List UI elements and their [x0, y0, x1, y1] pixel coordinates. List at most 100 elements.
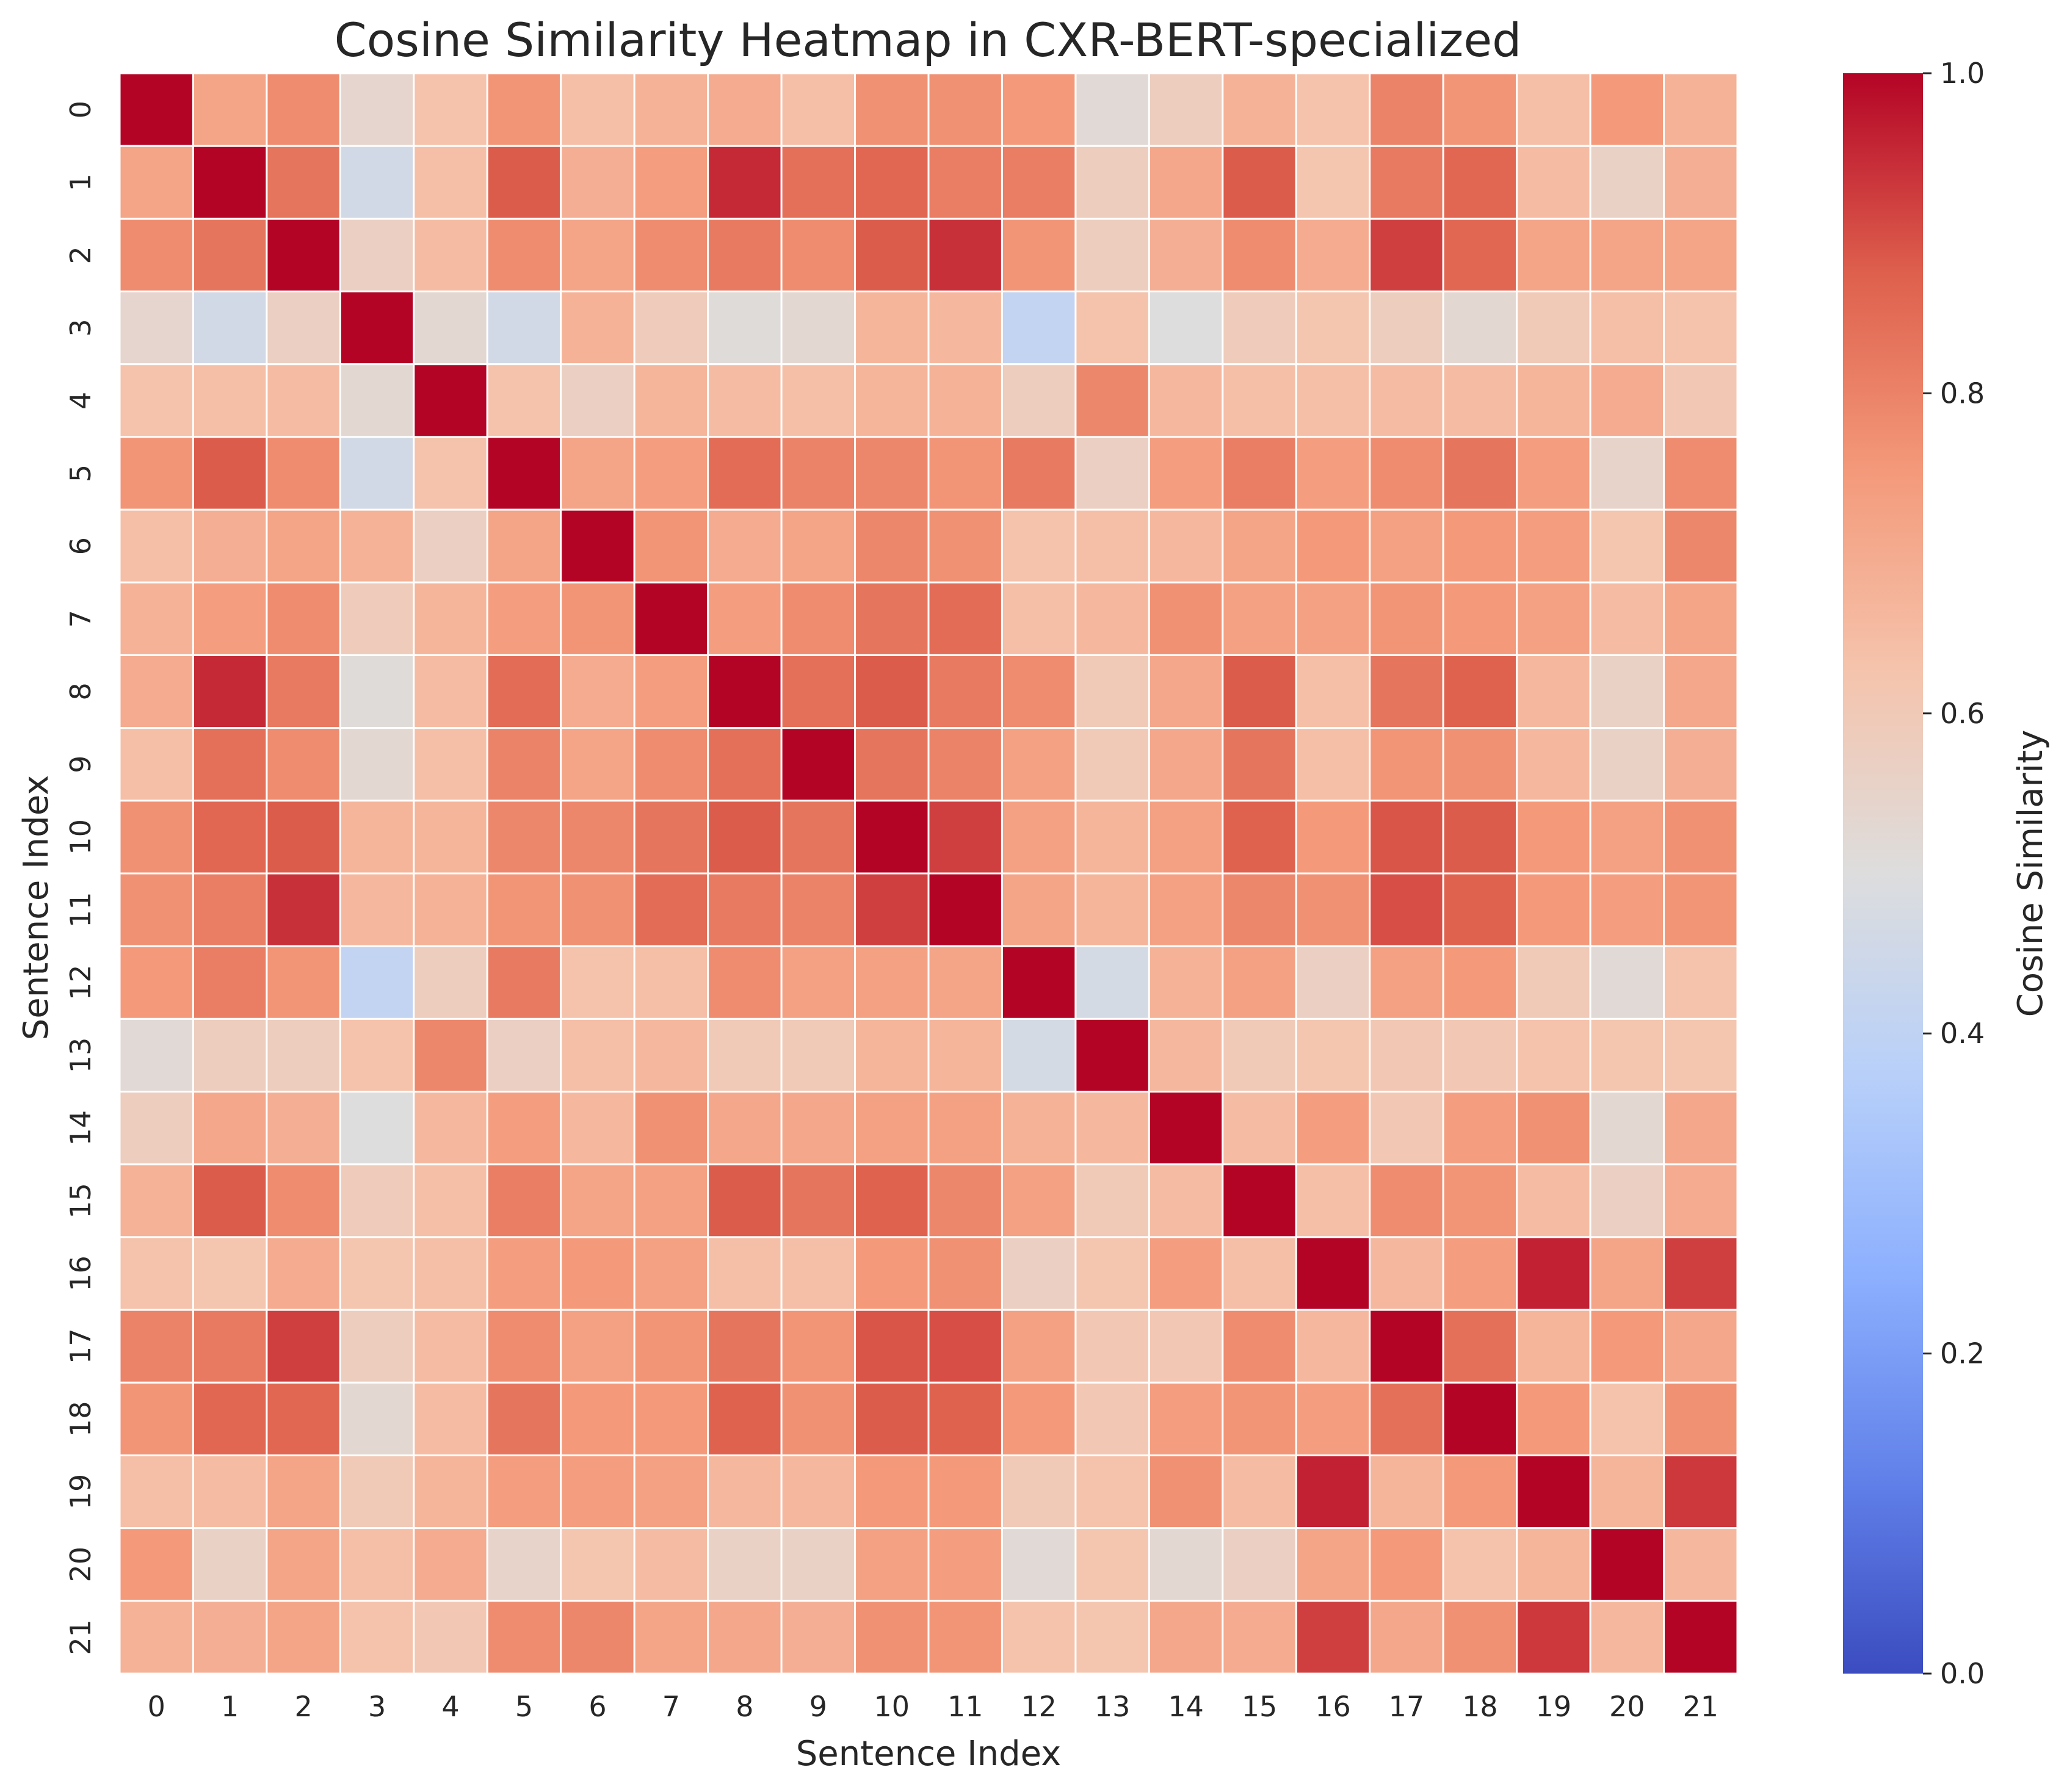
heatmap-cell-1-16: [1295, 145, 1371, 220]
heatmap-cell-7-16: [1295, 581, 1371, 656]
heatmap-cell-13-9: [780, 1017, 856, 1093]
x-tick-label: 19: [1536, 1690, 1572, 1723]
heatmap-cell-21-11: [927, 1600, 1003, 1675]
heatmap-cell-10-21: [1663, 800, 1739, 875]
heatmap-cell-18-1: [192, 1381, 268, 1456]
heatmap-cell-0-12: [1001, 72, 1077, 147]
heatmap-cell-10-2: [266, 800, 341, 875]
heatmap-cell-16-18: [1442, 1236, 1518, 1311]
heatmap-cell-19-11: [927, 1454, 1003, 1530]
heatmap-cell-21-18: [1442, 1600, 1518, 1675]
heatmap-cell-0-17: [1369, 72, 1444, 147]
heatmap-cell-7-13: [1074, 581, 1150, 656]
heatmap-cell-17-7: [633, 1309, 709, 1384]
heatmap-cell-7-8: [707, 581, 783, 656]
heatmap-cell-13-5: [486, 1017, 562, 1093]
heatmap-cell-0-15: [1222, 72, 1297, 147]
heatmap-cell-13-4: [413, 1017, 488, 1093]
heatmap-cell-10-18: [1442, 800, 1518, 875]
heatmap-cell-9-1: [192, 727, 268, 802]
heatmap-cell-16-13: [1074, 1236, 1150, 1311]
heatmap-cell-21-16: [1295, 1600, 1371, 1675]
heatmap-cell-16-15: [1222, 1236, 1297, 1311]
heatmap-cell-1-12: [1001, 145, 1077, 220]
heatmap-cell-18-8: [707, 1381, 783, 1456]
heatmap-cell-5-20: [1589, 436, 1665, 511]
heatmap-cell-9-13: [1074, 727, 1150, 802]
heatmap-cell-13-11: [927, 1017, 1003, 1093]
heatmap-cell-20-4: [413, 1527, 488, 1602]
heatmap-cell-0-19: [1516, 72, 1591, 147]
heatmap-cell-13-1: [192, 1017, 268, 1093]
heatmap-cell-20-11: [927, 1527, 1003, 1602]
heatmap-cell-16-8: [707, 1236, 783, 1311]
heatmap-cell-0-21: [1663, 72, 1739, 147]
heatmap-cell-16-7: [633, 1236, 709, 1311]
heatmap-cell-12-4: [413, 945, 488, 1020]
colorbar-tick-label: 0.8: [1940, 377, 1985, 410]
heatmap-cell-15-21: [1663, 1163, 1739, 1238]
heatmap-cell-17-16: [1295, 1309, 1371, 1384]
heatmap-cell-3-5: [486, 291, 562, 366]
heatmap-cell-15-4: [413, 1163, 488, 1238]
y-tick-label: 13: [64, 1038, 97, 1074]
heatmap-cell-19-16: [1295, 1454, 1371, 1530]
heatmap-cell-16-14: [1148, 1236, 1224, 1311]
heatmap-cell-13-15: [1222, 1017, 1297, 1093]
y-tick-label: 12: [64, 964, 97, 1000]
heatmap-cell-18-14: [1148, 1381, 1224, 1456]
heatmap-cell-10-14: [1148, 800, 1224, 875]
heatmap-cell-6-5: [486, 508, 562, 583]
heatmap-cell-2-2: [266, 217, 341, 293]
heatmap-cell-8-19: [1516, 654, 1591, 729]
heatmap-cell-8-0: [118, 654, 194, 729]
heatmap-cell-5-0: [118, 436, 194, 511]
heatmap-cell-11-10: [854, 872, 930, 947]
heatmap-cell-6-17: [1369, 508, 1444, 583]
heatmap-cell-4-1: [192, 363, 268, 438]
x-tick-label: 8: [736, 1690, 753, 1723]
heatmap-cell-9-6: [560, 727, 635, 802]
heatmap-cell-16-3: [339, 1236, 415, 1311]
x-tick-label: 21: [1682, 1690, 1718, 1723]
heatmap-cell-11-6: [560, 872, 635, 947]
heatmap-cell-14-16: [1295, 1091, 1371, 1166]
heatmap-cell-17-21: [1663, 1309, 1739, 1384]
heatmap-cell-17-13: [1074, 1309, 1150, 1384]
heatmap-cell-11-18: [1442, 872, 1518, 947]
heatmap-cell-19-21: [1663, 1454, 1739, 1530]
heatmap-cell-11-17: [1369, 872, 1444, 947]
heatmap-cell-17-20: [1589, 1309, 1665, 1384]
heatmap-cell-17-9: [780, 1309, 856, 1384]
heatmap-cell-8-12: [1001, 654, 1077, 729]
heatmap-cell-8-15: [1222, 654, 1297, 729]
heatmap-cell-17-18: [1442, 1309, 1518, 1384]
heatmap-cell-0-4: [413, 72, 488, 147]
x-tick-label: 13: [1095, 1690, 1131, 1723]
heatmap-cell-14-18: [1442, 1091, 1518, 1166]
heatmap-cell-4-15: [1222, 363, 1297, 438]
heatmap-cell-4-21: [1663, 363, 1739, 438]
heatmap-cell-2-5: [486, 217, 562, 293]
heatmap-cell-20-8: [707, 1527, 783, 1602]
y-tick-label: 19: [64, 1474, 97, 1510]
heatmap-cell-5-12: [1001, 436, 1077, 511]
heatmap-cell-17-14: [1148, 1309, 1224, 1384]
heatmap-cell-8-13: [1074, 654, 1150, 729]
heatmap-cell-3-11: [927, 291, 1003, 366]
heatmap-cell-4-5: [486, 363, 562, 438]
heatmap-cell-10-8: [707, 800, 783, 875]
x-tick-label: 20: [1609, 1690, 1645, 1723]
heatmap-cell-12-2: [266, 945, 341, 1020]
heatmap-cell-19-2: [266, 1454, 341, 1530]
heatmap-cell-0-2: [266, 72, 341, 147]
heatmap-cell-16-0: [118, 1236, 194, 1311]
heatmap-cell-9-7: [633, 727, 709, 802]
heatmap-cell-21-21: [1663, 1600, 1739, 1675]
heatmap-cell-8-2: [266, 654, 341, 729]
heatmap-cell-15-19: [1516, 1163, 1591, 1238]
x-tick-label: 3: [368, 1690, 386, 1723]
heatmap-cell-12-19: [1516, 945, 1591, 1020]
heatmap-cell-0-11: [927, 72, 1003, 147]
heatmap-cell-3-13: [1074, 291, 1150, 366]
